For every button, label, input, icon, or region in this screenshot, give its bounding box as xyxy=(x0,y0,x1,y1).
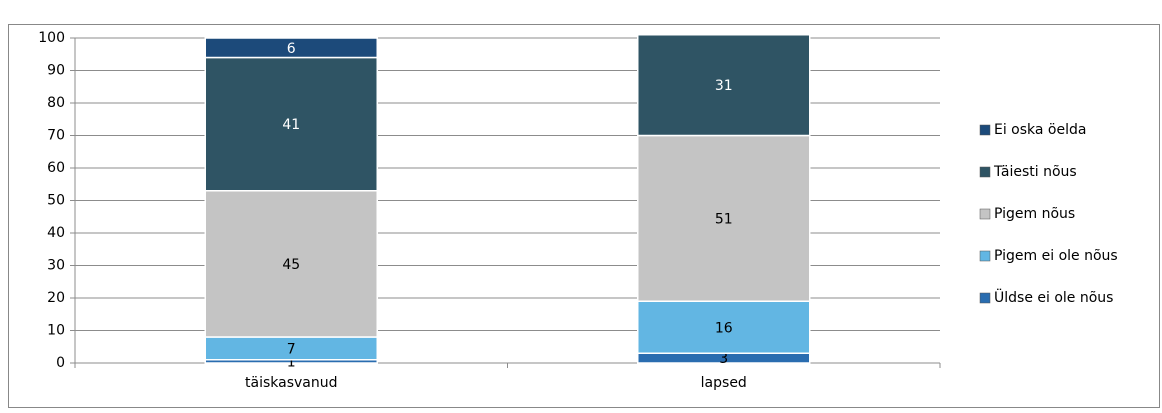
y-tick-label: 60 xyxy=(47,160,65,176)
y-tick-label: 20 xyxy=(47,290,65,306)
y-tick-label: 0 xyxy=(56,355,65,371)
legend-swatch xyxy=(979,250,991,262)
data-label: 31 xyxy=(715,78,733,94)
legend-swatch xyxy=(979,124,991,136)
y-tick-label: 10 xyxy=(47,323,65,339)
bar-segment xyxy=(204,56,378,192)
x-tick-label: lapsed xyxy=(701,375,747,391)
y-tick-label: 100 xyxy=(38,30,65,46)
y-tick-label: 70 xyxy=(47,128,65,144)
legend-swatch xyxy=(979,166,991,178)
legend-label: Ei oska öelda xyxy=(994,122,1086,138)
y-tick-label: 80 xyxy=(47,95,65,111)
bar-segment xyxy=(637,300,811,354)
x-tick-label: täiskasvanud xyxy=(245,375,337,391)
legend-label: Täiesti nõus xyxy=(993,164,1077,180)
y-tick-label: 40 xyxy=(47,225,65,241)
legend-label: Üldse ei ole nõus xyxy=(994,288,1113,306)
bar-segment xyxy=(637,34,811,137)
bar-segment xyxy=(637,134,811,302)
data-label: 1 xyxy=(287,354,296,370)
data-label: 45 xyxy=(282,257,300,273)
y-tick-label: 90 xyxy=(47,63,65,79)
legend-label: Pigem ei ole nõus xyxy=(994,248,1118,264)
legend-swatch xyxy=(979,208,991,220)
legend-swatch xyxy=(979,292,991,304)
bar-segment xyxy=(204,190,378,338)
data-label: 51 xyxy=(715,211,733,227)
y-tick-label: 50 xyxy=(47,193,65,209)
data-label: 3 xyxy=(719,351,728,367)
data-label: 41 xyxy=(282,117,300,133)
chart-frame xyxy=(8,24,1160,408)
data-label: 7 xyxy=(287,341,296,357)
data-label: 16 xyxy=(715,320,733,336)
data-label: 6 xyxy=(287,41,296,57)
y-tick-label: 30 xyxy=(47,258,65,274)
bar-segment xyxy=(204,37,378,59)
legend-label: Pigem nõus xyxy=(994,206,1075,222)
